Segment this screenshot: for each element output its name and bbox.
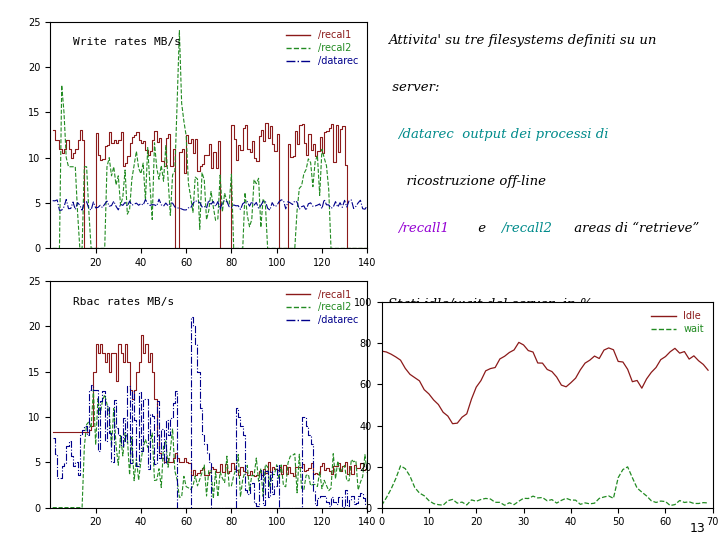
Text: areas di “retrieve”: areas di “retrieve” [570, 222, 700, 235]
Legend: Idle, wait: Idle, wait [647, 307, 708, 338]
Text: server:: server: [388, 82, 440, 94]
Text: /datarec  output dei processi di: /datarec output dei processi di [398, 129, 608, 141]
Text: ricostruzione off-line: ricostruzione off-line [398, 176, 546, 188]
Text: 13: 13 [690, 522, 706, 535]
Text: /recall1: /recall1 [398, 222, 449, 235]
Text: Stati idle/wait del server  in %: Stati idle/wait del server in % [388, 299, 593, 312]
Text: Write rates MB/s: Write rates MB/s [73, 37, 181, 48]
Text: e: e [474, 222, 491, 235]
Legend: /recal1, /recal2, /datarec: /recal1, /recal2, /datarec [282, 26, 362, 70]
Text: Attivita' su tre filesystems definiti su un: Attivita' su tre filesystems definiti su… [388, 35, 657, 48]
Text: Rbac rates MB/s: Rbac rates MB/s [73, 296, 174, 307]
Text: /recall2: /recall2 [501, 222, 552, 235]
Legend: /recal1, /recal2, /datarec: /recal1, /recal2, /datarec [282, 286, 362, 329]
